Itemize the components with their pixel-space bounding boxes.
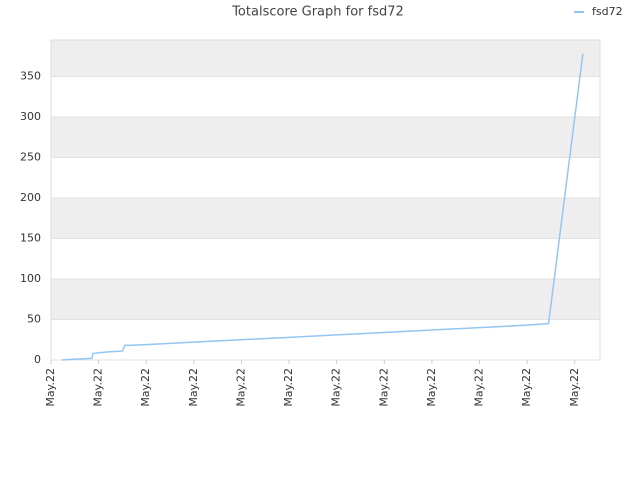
grid-band bbox=[51, 116, 600, 158]
grid-band bbox=[51, 278, 600, 320]
x-tick-label: May.22 bbox=[187, 368, 200, 407]
x-tick-label: May.22 bbox=[139, 368, 152, 407]
grid-band bbox=[51, 157, 600, 198]
x-tick-label: May.22 bbox=[568, 368, 581, 407]
x-tick-label: May.22 bbox=[92, 368, 105, 407]
x-tick-label: May.22 bbox=[234, 368, 247, 407]
y-tick-label: 150 bbox=[20, 231, 41, 244]
x-tick-label: May.22 bbox=[520, 368, 533, 407]
chart-title: Totalscore Graph for fsd72 bbox=[231, 5, 404, 20]
y-tick-label: 350 bbox=[20, 69, 41, 82]
x-tick-label: May.22 bbox=[282, 368, 295, 407]
x-tick-label: May.22 bbox=[377, 368, 390, 407]
y-tick-label: 50 bbox=[27, 312, 41, 325]
legend-label: fsd72 bbox=[592, 5, 623, 18]
grid-band bbox=[51, 238, 600, 279]
y-tick-label: 100 bbox=[20, 272, 41, 285]
y-tick-label: 200 bbox=[20, 191, 41, 204]
y-tick-label: 250 bbox=[20, 150, 41, 163]
y-tick-label: 0 bbox=[34, 353, 41, 366]
grid-band bbox=[51, 76, 600, 117]
x-tick-label: May.22 bbox=[44, 368, 57, 407]
data-line bbox=[61, 53, 584, 361]
x-tick-label: May.22 bbox=[473, 368, 486, 407]
grid-band bbox=[51, 197, 600, 239]
x-tick-label: May.22 bbox=[425, 368, 438, 407]
y-tick-label: 300 bbox=[20, 110, 41, 123]
x-tick-label: May.22 bbox=[330, 368, 343, 407]
grid-band bbox=[51, 40, 600, 77]
